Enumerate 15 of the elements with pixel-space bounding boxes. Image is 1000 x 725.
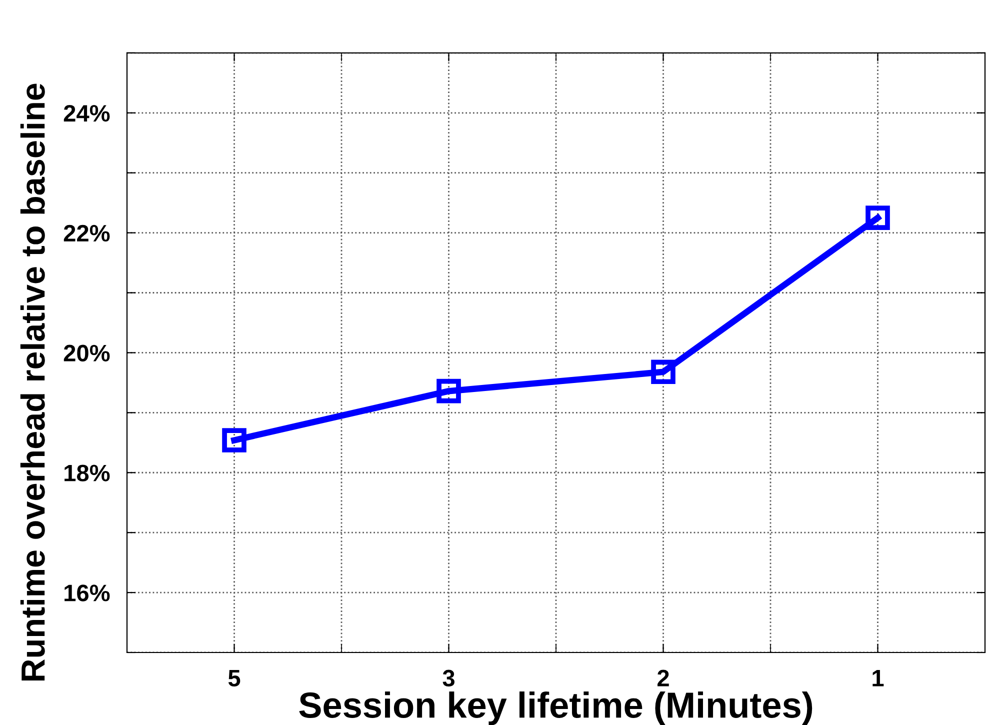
x-tick-label: 1 [872, 670, 884, 686]
y-tick-label: 20% [64, 344, 110, 362]
y-tick-label: 24% [64, 104, 110, 122]
point [651, 360, 676, 384]
x-axis-title: Session key lifetime (Minutes) [299, 691, 812, 725]
point [866, 206, 890, 230]
point [222, 428, 246, 452]
y-tick-label: 22% [64, 224, 110, 242]
x-tick-label: 2 [658, 670, 669, 686]
y-tick-label: 16% [64, 584, 110, 602]
y-axis-title: Runtime overhead relative to baseline [20, 84, 45, 681]
y-tick-label: 18% [64, 464, 110, 482]
x-tick-label: 3 [442, 670, 454, 687]
point [436, 378, 461, 404]
x-tick-label: 5 [228, 670, 240, 687]
